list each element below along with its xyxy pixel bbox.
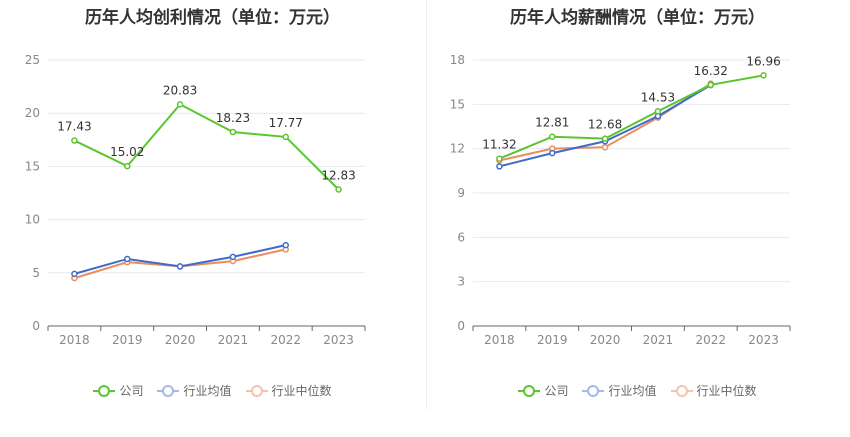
data-point — [496, 163, 503, 170]
salary-chart-legend: 公司 行业均值 行业中位数 — [425, 382, 850, 399]
y-tick-label: 12 — [450, 142, 465, 156]
y-tick-label: 20 — [25, 106, 40, 120]
y-tick-label: 0 — [457, 319, 465, 333]
data-label: 17.77 — [269, 116, 303, 130]
chart-title-salary: 历年人均薪酬情况（单位：万元） — [510, 8, 765, 28]
data-label: 15.02 — [110, 145, 144, 159]
legend-marker-icon — [157, 384, 180, 398]
data-point — [176, 263, 184, 270]
data-label: 12.81 — [535, 116, 569, 130]
x-tick-label: 2019 — [112, 333, 143, 347]
data-label: 16.32 — [694, 64, 728, 78]
data-point — [229, 128, 237, 136]
data-label: 12.68 — [588, 118, 622, 132]
legend-item-company[interactable]: 公司 — [518, 382, 568, 399]
x-tick-label: 2023 — [323, 333, 354, 347]
x-tick-label: 2022 — [695, 333, 726, 347]
legend-label: 行业中位数 — [696, 384, 757, 398]
x-tick-label: 2022 — [270, 333, 301, 347]
data-point — [124, 255, 131, 263]
data-label: 17.43 — [57, 120, 91, 134]
y-tick-label: 10 — [25, 213, 40, 227]
salary-line-chart: 0 3 6 9 12 15 18 2018 2019 2020 2021 2022 2023 11.32 1… — [450, 53, 791, 347]
legend-marker-icon — [93, 384, 116, 398]
legend-label: 行业均值 — [608, 384, 657, 398]
data-label: 18.23 — [216, 111, 250, 125]
legend-marker-icon — [582, 384, 605, 398]
data-point — [496, 155, 503, 162]
profit-line-chart: 0 5 10 15 20 25 2018 2019 2020 2021 2022 2023 17.43 1… — [25, 53, 366, 347]
data-point — [601, 135, 609, 142]
data-point — [760, 72, 767, 79]
legend-item-industry-median[interactable]: 行业中位数 — [670, 382, 757, 399]
legend-item-industry-average[interactable]: 行业均值 — [582, 382, 657, 399]
legend-marker-icon — [245, 384, 268, 398]
data-point — [549, 133, 556, 140]
y-tick-label: 25 — [25, 53, 40, 67]
chart-title-profit: 历年人均创利情况（单位：万元） — [85, 8, 340, 28]
data-point — [549, 149, 556, 157]
data-point — [176, 101, 184, 108]
data-point — [71, 270, 78, 278]
x-tick-label: 2021 — [643, 333, 674, 347]
data-label: 14.53 — [641, 90, 675, 104]
y-tick-label: 9 — [457, 186, 465, 200]
legend-item-company[interactable]: 公司 — [93, 382, 143, 399]
profit-chart-legend: 公司 行业均值 行业中位数 — [0, 382, 425, 399]
series-line — [73, 103, 340, 191]
data-label: 12.83 — [321, 168, 355, 182]
data-point — [654, 108, 662, 115]
legend-label: 行业均值 — [183, 384, 232, 398]
x-tick-label: 2021 — [218, 333, 249, 347]
y-tick-label: 5 — [32, 266, 40, 280]
x-tick-label: 2023 — [748, 333, 779, 347]
series-line — [499, 74, 764, 160]
legend-marker-icon — [518, 384, 541, 398]
data-point — [282, 241, 289, 249]
y-tick-label: 6 — [457, 230, 465, 244]
data-point — [124, 162, 131, 170]
x-tick-label: 2019 — [537, 333, 568, 347]
y-tick-label: 15 — [450, 97, 465, 111]
panel-divider — [426, 0, 427, 410]
data-label: 20.83 — [163, 83, 197, 97]
data-label: 16.96 — [746, 54, 780, 68]
legend-label: 行业中位数 — [271, 384, 332, 398]
x-tick-label: 2020 — [165, 333, 196, 347]
data-point — [282, 133, 289, 141]
y-tick-label: 3 — [457, 275, 465, 289]
legend-label: 公司 — [544, 384, 569, 398]
x-tick-label: 2018 — [484, 333, 515, 347]
x-tick-label: 2020 — [590, 333, 621, 347]
data-point — [601, 143, 609, 151]
legend-item-industry-median[interactable]: 行业中位数 — [245, 382, 332, 399]
legend-label: 公司 — [119, 384, 144, 398]
legend-item-industry-average[interactable]: 行业均值 — [157, 382, 232, 399]
data-point — [707, 81, 714, 89]
y-tick-label: 18 — [450, 53, 465, 67]
data-point — [229, 253, 237, 261]
data-point — [71, 137, 78, 144]
x-tick-label: 2018 — [59, 333, 90, 347]
data-point — [335, 186, 342, 193]
data-label: 11.32 — [482, 138, 516, 152]
y-tick-label: 0 — [32, 319, 40, 333]
y-tick-label: 15 — [25, 159, 40, 173]
legend-marker-icon — [670, 384, 693, 398]
